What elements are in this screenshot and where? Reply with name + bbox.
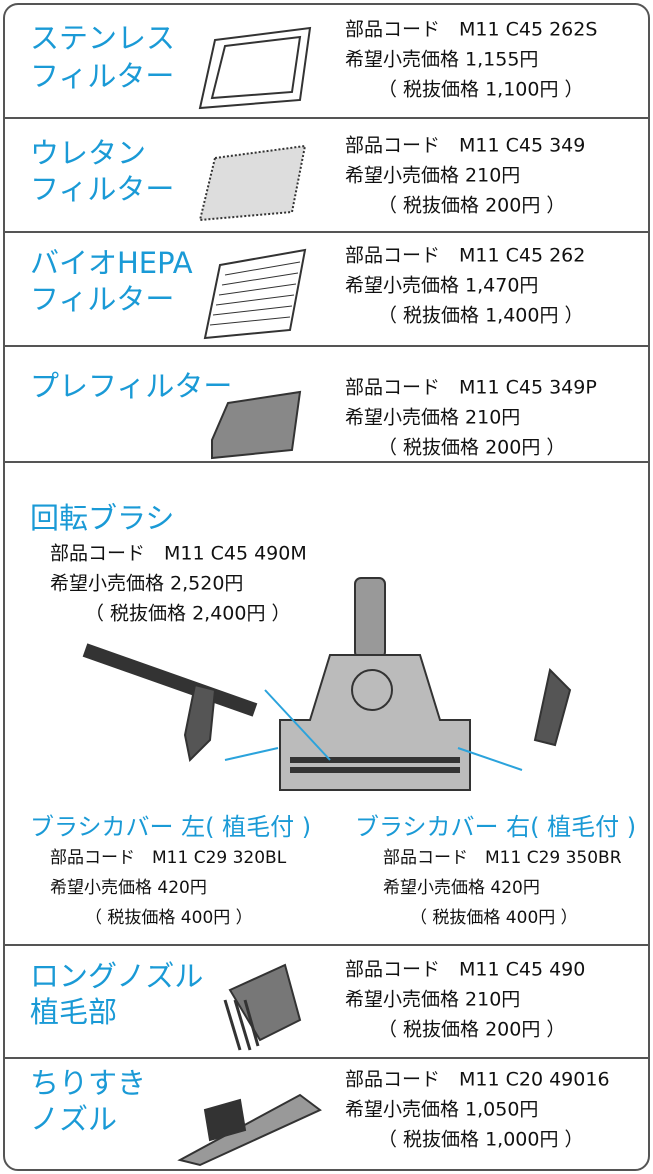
- tax-excluded-price: （ 税抜価格 1,100円 ）: [378, 79, 584, 101]
- item-name: ブラシカバー 左( 植毛付 ): [30, 813, 311, 841]
- item-name: プレフィルター: [30, 369, 232, 403]
- part-code: 部品コード M11 C45 262: [345, 245, 585, 267]
- part-code: 部品コード M11 C45 490M: [50, 543, 307, 565]
- tax-excluded-price: （ 税抜価格 2,400円 ）: [85, 603, 291, 625]
- item-name: ウレタン: [30, 136, 146, 170]
- item-name: バイオHEPA: [30, 246, 193, 280]
- part-code: 部品コード M11 C45 349: [345, 135, 585, 157]
- tax-excluded-price: （ 税抜価格 1,000円 ）: [378, 1129, 584, 1151]
- item-name: ブラシカバー 右( 植毛付 ): [355, 813, 636, 841]
- part-code: 部品コード M11 C45 349P: [345, 377, 597, 399]
- item-name: ステンレス: [30, 21, 175, 55]
- item-name: フィルター: [30, 172, 174, 206]
- retail-price: 希望小売価格 420円: [50, 878, 207, 898]
- item-name: ロングノズル: [30, 959, 203, 993]
- item-name: ノズル: [30, 1102, 117, 1136]
- retail-price: 希望小売価格 1,470円: [345, 275, 538, 297]
- dividers: [4, 117, 649, 1059]
- part-code: 部品コード M11 C45 262S: [345, 19, 597, 41]
- retail-price: 希望小売価格 2,520円: [50, 573, 243, 595]
- part-code: 部品コード M11 C29 320BL: [50, 848, 287, 868]
- illustrations: [82, 26, 572, 1167]
- retail-price: 希望小売価格 210円: [345, 989, 520, 1011]
- item-name: フィルター: [30, 282, 174, 316]
- retail-price: 希望小売価格 210円: [345, 407, 520, 429]
- retail-price: 希望小売価格 210円: [345, 165, 520, 187]
- tax-excluded-price: （ 税抜価格 200円 ）: [378, 195, 565, 217]
- item-name: フィルター: [30, 59, 174, 93]
- part-code: 部品コード M11 C45 490: [345, 959, 585, 981]
- tax-excluded-price: （ 税抜価格 200円 ）: [378, 437, 565, 459]
- tax-excluded-price: （ 税抜価格 1,400円 ）: [378, 305, 584, 327]
- tax-excluded-price: （ 税抜価格 400円 ）: [85, 908, 253, 928]
- item-name: 回転ブラシ: [30, 501, 174, 535]
- tax-excluded-price: （ 税抜価格 400円 ）: [410, 908, 578, 928]
- retail-price: 希望小売価格 1,050円: [345, 1099, 538, 1121]
- frame: [3, 3, 650, 1171]
- retail-price: 希望小売価格 1,155円: [345, 49, 538, 71]
- part-code: 部品コード M11 C29 350BR: [383, 848, 622, 868]
- item-name: ちりすき: [30, 1066, 146, 1100]
- part-code: 部品コード M11 C20 49016: [345, 1069, 610, 1091]
- tax-excluded-price: （ 税抜価格 200円 ）: [378, 1019, 565, 1041]
- retail-price: 希望小売価格 420円: [383, 878, 540, 898]
- item-name: 植毛部: [30, 995, 117, 1029]
